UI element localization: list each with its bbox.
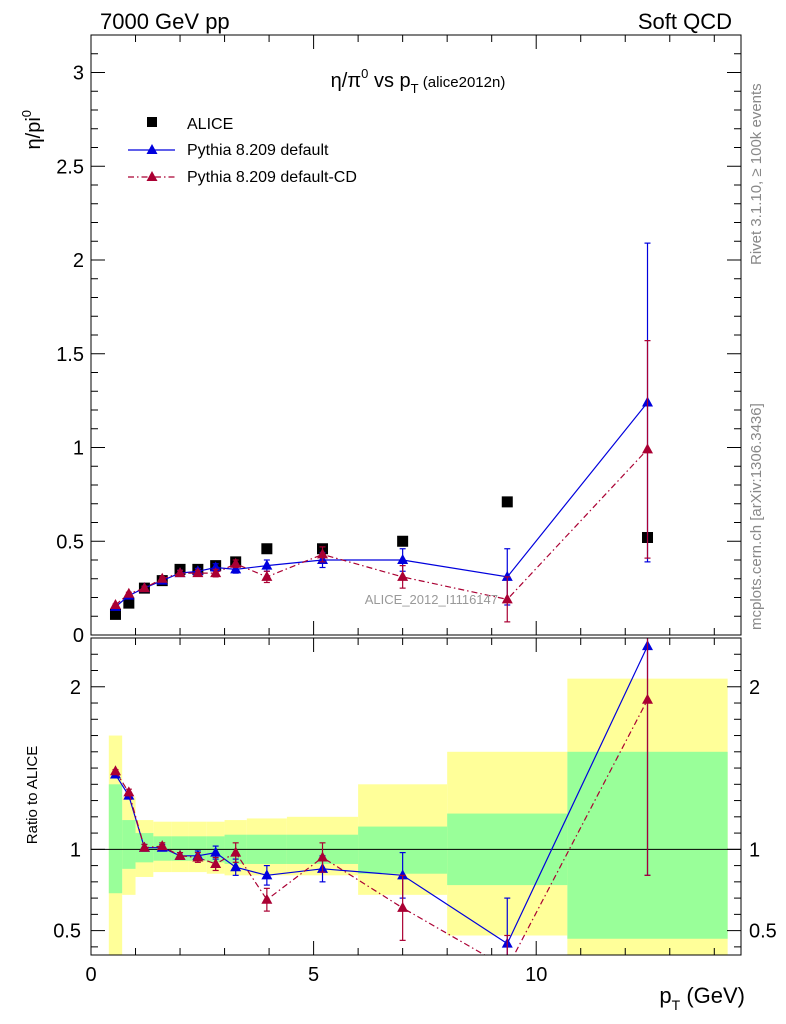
cd-main-point-9: [317, 548, 329, 559]
cd-main-point-4: [174, 567, 186, 578]
cd-main-line: [115, 448, 648, 606]
cd-main-point-6: [210, 567, 222, 578]
cd-main-point-1: [123, 587, 135, 598]
main-clip-group: [109, 242, 654, 623]
legend-cd-label: Pythia 8.209 default-CD: [187, 169, 357, 186]
cd-ratio-point-6: [210, 857, 222, 868]
main-marks: [109, 242, 654, 623]
cd-ratio-point-1: [123, 786, 135, 797]
cd-main-point-5: [192, 567, 204, 578]
alice-point-0: [109, 608, 121, 620]
cd-ratio-point-8: [261, 893, 273, 904]
xtick-label-1: 5: [308, 964, 319, 986]
ratio-ytick-label-0: 0.5: [53, 921, 81, 943]
legend-default-label: Pythia 8.209 default: [187, 142, 329, 159]
ratio-plot: 0.5 0.5 1 1 2 2 0 5 10 Ratio to ALICE pT (GeV): [24, 637, 777, 1013]
ratio-marks: [91, 638, 741, 972]
main-title-tag: (alice2012n): [419, 74, 506, 91]
ratio-axes: 0.5 0.5 1 1 2 2 0 5 10: [53, 637, 777, 986]
main-ylabel-main: η/pi: [23, 117, 45, 149]
ratio-ytick-label-1: 1: [70, 839, 81, 861]
cd-ratio-point-9: [317, 851, 329, 862]
x-axis-label-main: p: [659, 983, 671, 1008]
alice-point-11: [501, 496, 513, 508]
main-title-sub: T: [411, 81, 419, 96]
cd-main-point-12: [642, 443, 654, 454]
main-ytick-label-2: 1: [73, 438, 84, 460]
x-axis-label-unit: (GeV): [680, 983, 745, 1008]
cd-main-point-8: [261, 570, 273, 581]
xtick-label-0: 0: [85, 964, 96, 986]
cd-ratio-point-2: [138, 841, 150, 852]
cd-ratio-point-0: [109, 765, 121, 776]
main-title: η/π0 vs pT (alice2012n): [331, 66, 506, 96]
ratio-ytick-label-2: 2: [70, 677, 81, 699]
cd-main-point-3: [156, 572, 168, 583]
cd-ratio-point-11: [502, 962, 513, 972]
main-ytick-label-0: 0: [73, 625, 84, 647]
band-inner-0: [108, 784, 123, 894]
cd-ratio-point-7: [230, 846, 242, 857]
default-main-point-10: [397, 554, 409, 564]
main-axes: 0 0.5 1 1.5 2 2.5 3: [56, 34, 742, 647]
default-main-point-8: [261, 559, 273, 570]
alice-point-1: [123, 597, 135, 609]
legend: ALICE Pythia 8.209 default Pythia 8.209 …: [128, 116, 357, 186]
default-main-point-7: [230, 563, 242, 574]
default-ratio-point-10: [397, 869, 409, 880]
cd-main-point-10: [397, 570, 409, 581]
default-ratio-point-7: [230, 861, 242, 872]
rivet-label: Rivet 3.1.10, ≥ 100k events: [748, 83, 765, 265]
ratio-clip-group: [91, 638, 741, 972]
legend-default-marker: [146, 144, 158, 154]
main-title-main: η/π: [331, 70, 361, 92]
x-axis-label-sub: T: [672, 997, 681, 1013]
cd-ratio-point-10: [397, 901, 409, 912]
xtick-label-2: 10: [525, 964, 547, 986]
band-inner-4: [171, 836, 189, 861]
header-left: 7000 GeV pp: [100, 9, 230, 34]
cd-main-point-11: [501, 593, 513, 604]
ratio-ytick-label-right-1: 1: [749, 839, 760, 861]
main-title-sup: 0: [361, 66, 368, 81]
cd-ratio-point-3: [156, 840, 168, 851]
ratio-ylabel: Ratio to ALICE: [24, 746, 41, 844]
band-inner-1: [122, 820, 136, 869]
main-ytick-label-5: 2.5: [56, 156, 84, 178]
header-right: Soft QCD: [638, 9, 732, 34]
cd-ratio-point-12: [642, 693, 654, 704]
default-ratio-point-6: [210, 846, 222, 857]
cd-main-point-0: [109, 599, 121, 609]
main-ylabel-sup: 0: [19, 110, 34, 117]
alice-point-10: [397, 535, 409, 547]
cd-ratio-point-4: [174, 849, 186, 860]
cd-ratio-point-5: [192, 851, 204, 862]
watermark: ALICE_2012_I1116147: [365, 592, 498, 607]
default-ratio-point-8: [261, 869, 273, 880]
main-ytick-label-1: 0.5: [56, 531, 84, 553]
mcplots-label: mcplots.cern.ch [arXiv:1306.3436]: [748, 403, 765, 630]
default-main-point-11: [501, 570, 513, 581]
legend-cd-marker: [146, 171, 158, 181]
legend-alice-label: ALICE: [187, 116, 233, 133]
alice-point-8: [261, 543, 273, 555]
ratio-ytick-label-right-0: 0.5: [749, 921, 777, 943]
legend-alice-marker: [147, 117, 157, 127]
main-ytick-label-4: 2: [73, 250, 84, 272]
ratio-ytick-label-right-2: 2: [749, 677, 760, 699]
main-ytick-label-3: 1.5: [56, 344, 84, 366]
main-title-mid: vs p: [368, 70, 410, 92]
cd-main-point-7: [230, 557, 242, 568]
cd-main-point-2: [138, 582, 150, 593]
main-ylabel: η/pi0: [19, 110, 45, 149]
main-plot: 00.511.522.53 ALICE_2012_I1116147 η/π0 v…: [19, 34, 742, 647]
x-axis-label: pT (GeV): [659, 983, 745, 1013]
main-ytick-label-6: 3: [73, 63, 84, 85]
ratio-frame: [90, 637, 742, 956]
